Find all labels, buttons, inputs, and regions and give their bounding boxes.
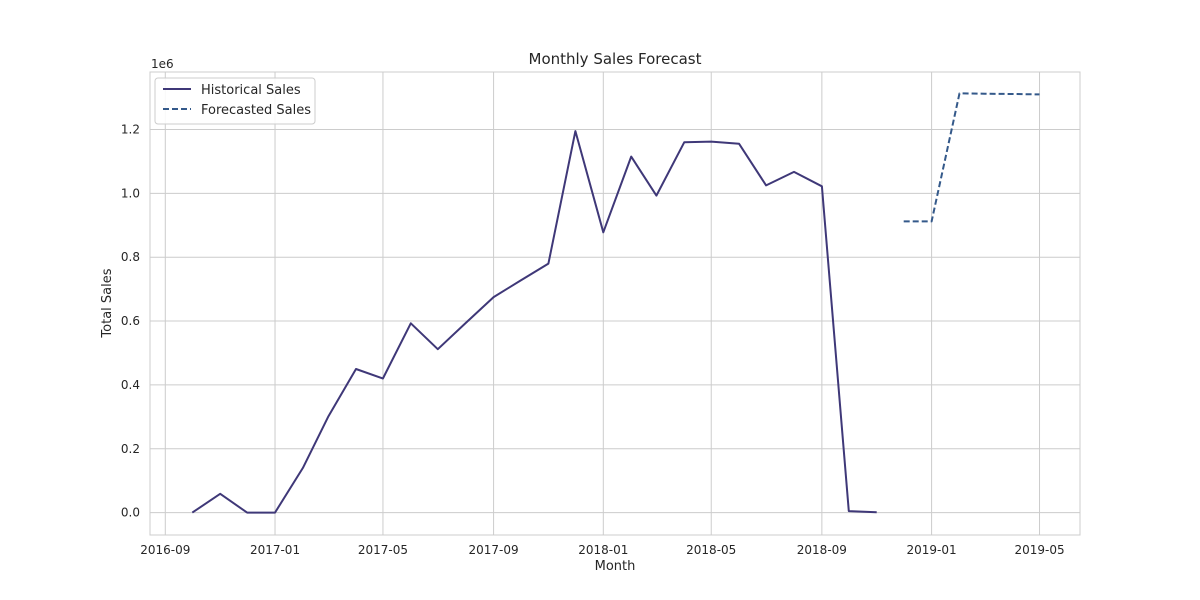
historical-sales-line xyxy=(191,130,877,514)
x-tick-labels: 2016-09 2017-01 2017-05 2017-09 2018-01 2018-… xyxy=(140,543,1064,557)
legend-label-historical: Historical Sales xyxy=(201,83,301,98)
legend-box xyxy=(154,77,316,125)
x-tick-label: 2018-05 xyxy=(686,543,736,557)
forecasted-sales-line xyxy=(903,92,1040,223)
x-tick-label: 2017-05 xyxy=(358,543,408,557)
x-axis-title: Month xyxy=(595,559,636,574)
x-tick-label: 2017-01 xyxy=(250,543,300,557)
legend-label-forecast: Forecasted Sales xyxy=(201,103,311,118)
x-tick-label: 2018-01 xyxy=(578,543,628,557)
x-tick-label: 2019-05 xyxy=(1014,543,1064,557)
y-tick-labels: 0.0 0.2 0.4 0.6 0.8 1.0 1.2 xyxy=(121,122,140,519)
x-tick-label: 2018-09 xyxy=(797,543,847,557)
y-tick-label: 1.2 xyxy=(121,122,140,136)
plot-frame xyxy=(149,71,1081,536)
y-tick-label: 0.4 xyxy=(121,378,140,392)
series-lines xyxy=(191,92,1040,514)
y-tick-label: 1.0 xyxy=(121,186,140,200)
chart-title: Monthly Sales Forecast xyxy=(529,50,702,68)
x-tick-label: 2017-09 xyxy=(469,543,519,557)
y-offset-label: 1e6 xyxy=(151,57,174,71)
grid xyxy=(150,72,1080,535)
x-tick-label: 2016-09 xyxy=(140,543,190,557)
y-tick-label: 0.6 xyxy=(121,314,140,328)
y-tick-label: 0.2 xyxy=(121,442,140,456)
y-tick-label: 0.0 xyxy=(121,506,140,520)
x-tick-label: 2019-01 xyxy=(907,543,957,557)
legend[interactable]: Historical Sales Forecasted Sales xyxy=(154,77,316,125)
y-tick-label: 0.8 xyxy=(121,250,140,264)
y-axis-title: Total Sales xyxy=(100,268,115,338)
